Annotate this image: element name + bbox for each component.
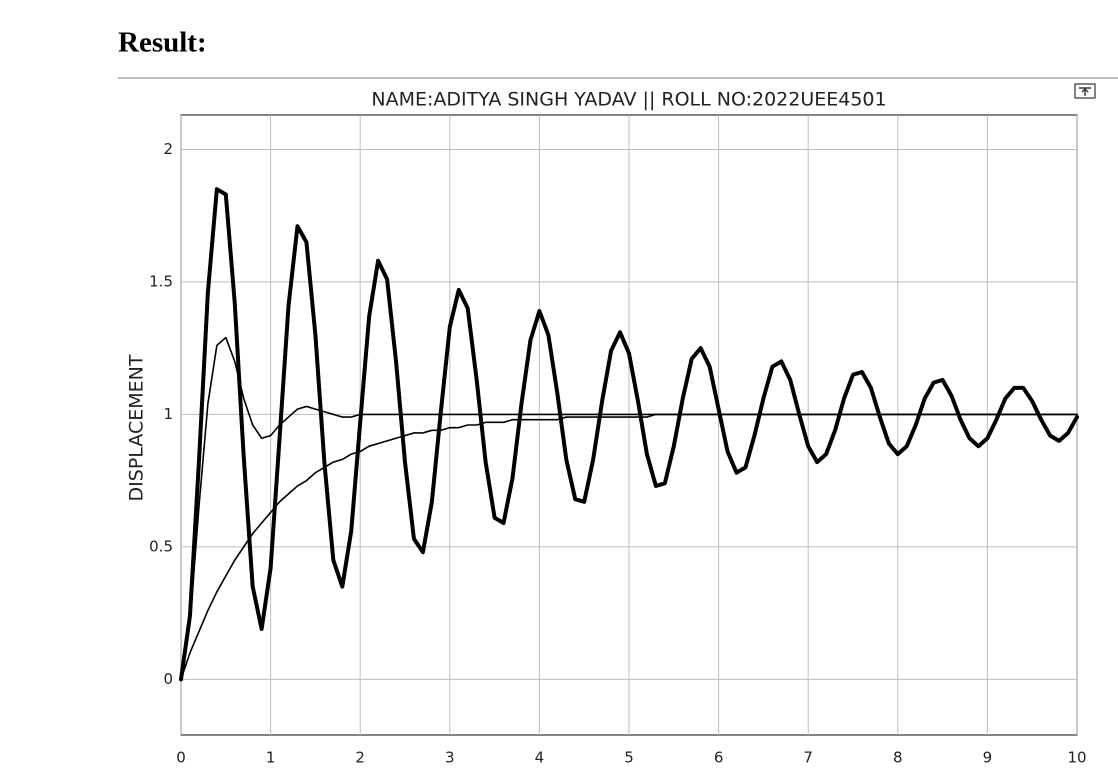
heading: Result: — [118, 27, 207, 59]
y-tick-label: 0 — [163, 670, 173, 688]
y-tick-label: 2 — [163, 140, 173, 158]
icon-arrow — [1079, 87, 1091, 96]
line-series — [180, 413, 1078, 681]
scope-icon[interactable] — [1074, 83, 1096, 99]
x-tick-label: 8 — [893, 749, 903, 767]
y-tick-label: 1.5 — [149, 272, 173, 290]
y-axis-label: DISPLACEMENT — [126, 354, 148, 501]
x-tick-label: 2 — [355, 749, 365, 767]
x-tick-label: 10 — [1067, 749, 1086, 767]
x-tick-label: 1 — [266, 749, 276, 767]
x-tick-label: 5 — [624, 749, 634, 767]
y-tick-label: 1 — [163, 405, 173, 423]
x-tick-label: 6 — [714, 749, 724, 767]
x-tick-label: 7 — [803, 749, 813, 767]
line-series — [179, 187, 1079, 682]
x-tick-label: 4 — [535, 749, 545, 767]
chart-title: NAME:ADITYA SINGH YADAV || ROLL NO:2022U… — [371, 89, 886, 111]
x-tick-label: 3 — [445, 749, 455, 767]
x-tick-label: 0 — [176, 749, 186, 767]
x-tick-label: 9 — [983, 749, 993, 767]
y-tick-label: 0.5 — [149, 537, 173, 555]
